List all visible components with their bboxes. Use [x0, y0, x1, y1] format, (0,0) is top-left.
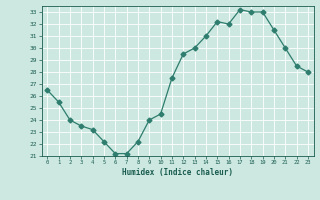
X-axis label: Humidex (Indice chaleur): Humidex (Indice chaleur): [122, 168, 233, 177]
